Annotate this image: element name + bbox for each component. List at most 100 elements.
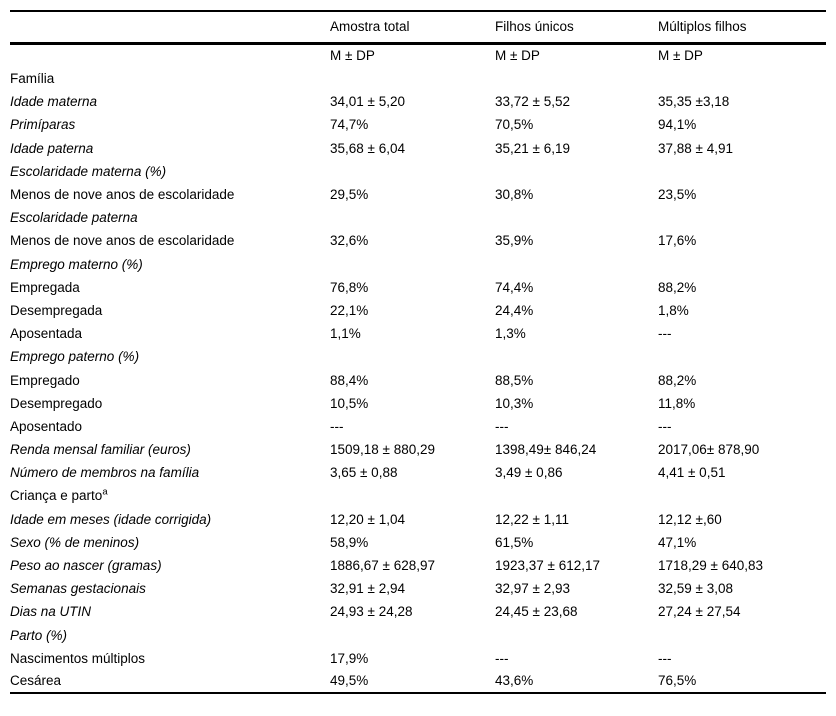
- row-label: Escolaridade paterna: [10, 206, 330, 229]
- value-cell-multiplos-filhos: [658, 206, 826, 229]
- value-cell-multiplos-filhos: ---: [658, 650, 672, 666]
- row-label: Menos de nove anos de escolaridade: [10, 229, 330, 252]
- value-cell-amostra-total: ---: [330, 418, 344, 434]
- value-cell-multiplos-filhos: 1,8%: [658, 302, 689, 318]
- value-cell-amostra-total: 49,5%: [330, 673, 369, 689]
- row-label-text: Desempregada: [10, 302, 103, 318]
- value-cell-filhos-unicos: 30,8%: [495, 187, 534, 203]
- row-label-text: Empregado: [10, 372, 80, 388]
- value-cell-filhos-unicos: [495, 624, 658, 647]
- table-row: Desempregado 10,5% 10,3% 11,8%: [10, 392, 826, 415]
- column-header-filhos-unicos: Filhos únicos: [495, 11, 658, 45]
- value-cell-amostra-total: 32,6%: [330, 233, 369, 249]
- value-cell-multiplos-filhos: 94,1%: [658, 117, 697, 133]
- value-cell-multiplos-filhos: 17,6%: [658, 233, 697, 249]
- row-label-text: Idade materna: [10, 94, 98, 110]
- table-row: Idade materna 34,01 ± 5,20 33,72 ± 5,52 …: [10, 90, 826, 113]
- row-label-text: Primíparas: [10, 117, 76, 133]
- value-cell-filhos-unicos: 35,9%: [495, 233, 534, 249]
- row-label-text: Empregada: [10, 279, 80, 295]
- value-cell-amostra-total: [330, 67, 495, 90]
- value-cell-multiplos-filhos: 11,8%: [658, 395, 696, 411]
- value-cell-multiplos-filhos: 47,1%: [658, 534, 697, 550]
- table-row: Criança e partoa: [10, 484, 826, 507]
- row-label: Nascimentos múltiplos: [10, 647, 330, 670]
- table-row: Cesárea 49,5% 43,6% 76,5%: [10, 670, 826, 693]
- descriptives-table: Amostra total Filhos únicos Múltiplos fi…: [10, 10, 826, 695]
- value-cell-multiplos-filhos: 88,2%: [658, 279, 697, 295]
- row-label-text: Escolaridade materna (%): [10, 163, 167, 179]
- row-label-text: Criança e parto: [10, 488, 103, 504]
- row-label-text: Escolaridade paterna: [10, 210, 138, 226]
- value-cell-multiplos-filhos: 35,35 ±3,18: [658, 94, 730, 110]
- value-cell-amostra-total: [330, 206, 495, 229]
- table-row: Renda mensal familiar (euros) 1509,18 ± …: [10, 438, 826, 461]
- row-label-text: Menos de nove anos de escolaridade: [10, 233, 235, 249]
- table-row: Número de membros na família 3,65 ± 0,88…: [10, 461, 826, 484]
- value-cell-amostra-total: 58,9%: [330, 534, 369, 550]
- row-label-text: Dias na UTIN: [10, 604, 92, 620]
- table-row: Aposentada 1,1% 1,3% ---: [10, 322, 826, 345]
- row-label-text: Número de membros na família: [10, 465, 200, 481]
- row-label: Aposentado: [10, 415, 330, 438]
- row-label: Emprego materno (%): [10, 253, 330, 276]
- value-cell-filhos-unicos: [495, 160, 658, 183]
- table-row: Nascimentos múltiplos 17,9% --- ---: [10, 647, 826, 670]
- value-cell-multiplos-filhos: [658, 484, 826, 507]
- row-label-text: Aposentada: [10, 326, 83, 342]
- value-cell-amostra-total: 1886,67 ± 628,97: [330, 558, 436, 574]
- table-row: Menos de nove anos de escolaridade 32,6%…: [10, 229, 826, 252]
- value-cell-multiplos-filhos: [658, 253, 826, 276]
- value-cell-amostra-total: 76,8%: [330, 279, 369, 295]
- table-row: Parto (%): [10, 624, 826, 647]
- table-row: Escolaridade paterna: [10, 206, 826, 229]
- row-label: Escolaridade materna (%): [10, 160, 330, 183]
- value-cell-amostra-total: 1,1%: [330, 326, 361, 342]
- value-cell-amostra-total: 24,93 ± 24,28: [330, 604, 413, 620]
- value-cell-amostra-total: 22,1%: [330, 302, 369, 318]
- subheader-m-dp-3: M ± DP: [658, 48, 703, 64]
- subheader-m-dp-2: M ± DP: [495, 48, 540, 64]
- column-header-multiplos-filhos: Múltiplos filhos: [658, 11, 826, 45]
- row-label-text: Sexo (% de meninos): [10, 534, 140, 550]
- column-header-row: Amostra total Filhos únicos Múltiplos fi…: [10, 11, 826, 45]
- row-label-text: Peso ao nascer (gramas): [10, 558, 162, 574]
- row-label: Família: [10, 67, 330, 90]
- value-cell-filhos-unicos: 70,5%: [495, 117, 534, 133]
- value-cell-amostra-total: 29,5%: [330, 187, 369, 203]
- subheader-m-dp-1: M ± DP: [330, 48, 375, 64]
- value-cell-filhos-unicos: 1,3%: [495, 326, 526, 342]
- table-row: Idade paterna 35,68 ± 6,04 35,21 ± 6,19 …: [10, 137, 826, 160]
- table-row: Menos de nove anos de escolaridade 29,5%…: [10, 183, 826, 206]
- row-label: Desempregada: [10, 299, 330, 322]
- row-label: Primíparas: [10, 113, 330, 136]
- value-cell-filhos-unicos: 33,72 ± 5,52: [495, 94, 570, 110]
- value-cell-multiplos-filhos: 12,12 ±,60: [658, 511, 722, 527]
- value-cell-multiplos-filhos: [658, 624, 826, 647]
- value-cell-filhos-unicos: [495, 253, 658, 276]
- value-cell-filhos-unicos: 3,49 ± 0,86: [495, 465, 563, 481]
- table-row: Empregado 88,4% 88,5% 88,2%: [10, 368, 826, 391]
- value-cell-multiplos-filhos: 76,5%: [658, 673, 697, 689]
- table-row: Família: [10, 67, 826, 90]
- value-cell-filhos-unicos: 32,97 ± 2,93: [495, 581, 570, 597]
- row-label-text: Semanas gestacionais: [10, 581, 146, 597]
- row-label: Idade em meses (idade corrigida): [10, 508, 330, 531]
- value-cell-filhos-unicos: 74,4%: [495, 279, 534, 295]
- value-cell-filhos-unicos: 24,45 ± 23,68: [495, 604, 578, 620]
- table-row: Sexo (% de meninos) 58,9% 61,5% 47,1%: [10, 531, 826, 554]
- row-label: Sexo (% de meninos): [10, 531, 330, 554]
- row-label: Número de membros na família: [10, 461, 330, 484]
- column-header-empty: [10, 11, 330, 45]
- table-row: Semanas gestacionais 32,91 ± 2,94 32,97 …: [10, 577, 826, 600]
- value-cell-filhos-unicos: 43,6%: [495, 673, 534, 689]
- value-cell-filhos-unicos: 35,21 ± 6,19: [495, 140, 570, 156]
- table-row: Dias na UTIN 24,93 ± 24,28 24,45 ± 23,68…: [10, 600, 826, 623]
- row-label: Criança e partoa: [10, 484, 330, 507]
- value-cell-multiplos-filhos: 88,2%: [658, 372, 697, 388]
- value-cell-filhos-unicos: [495, 206, 658, 229]
- value-cell-filhos-unicos: [495, 345, 658, 368]
- row-label-text: Nascimentos múltiplos: [10, 650, 146, 666]
- value-cell-multiplos-filhos: 23,5%: [658, 187, 697, 203]
- row-label: Menos de nove anos de escolaridade: [10, 183, 330, 206]
